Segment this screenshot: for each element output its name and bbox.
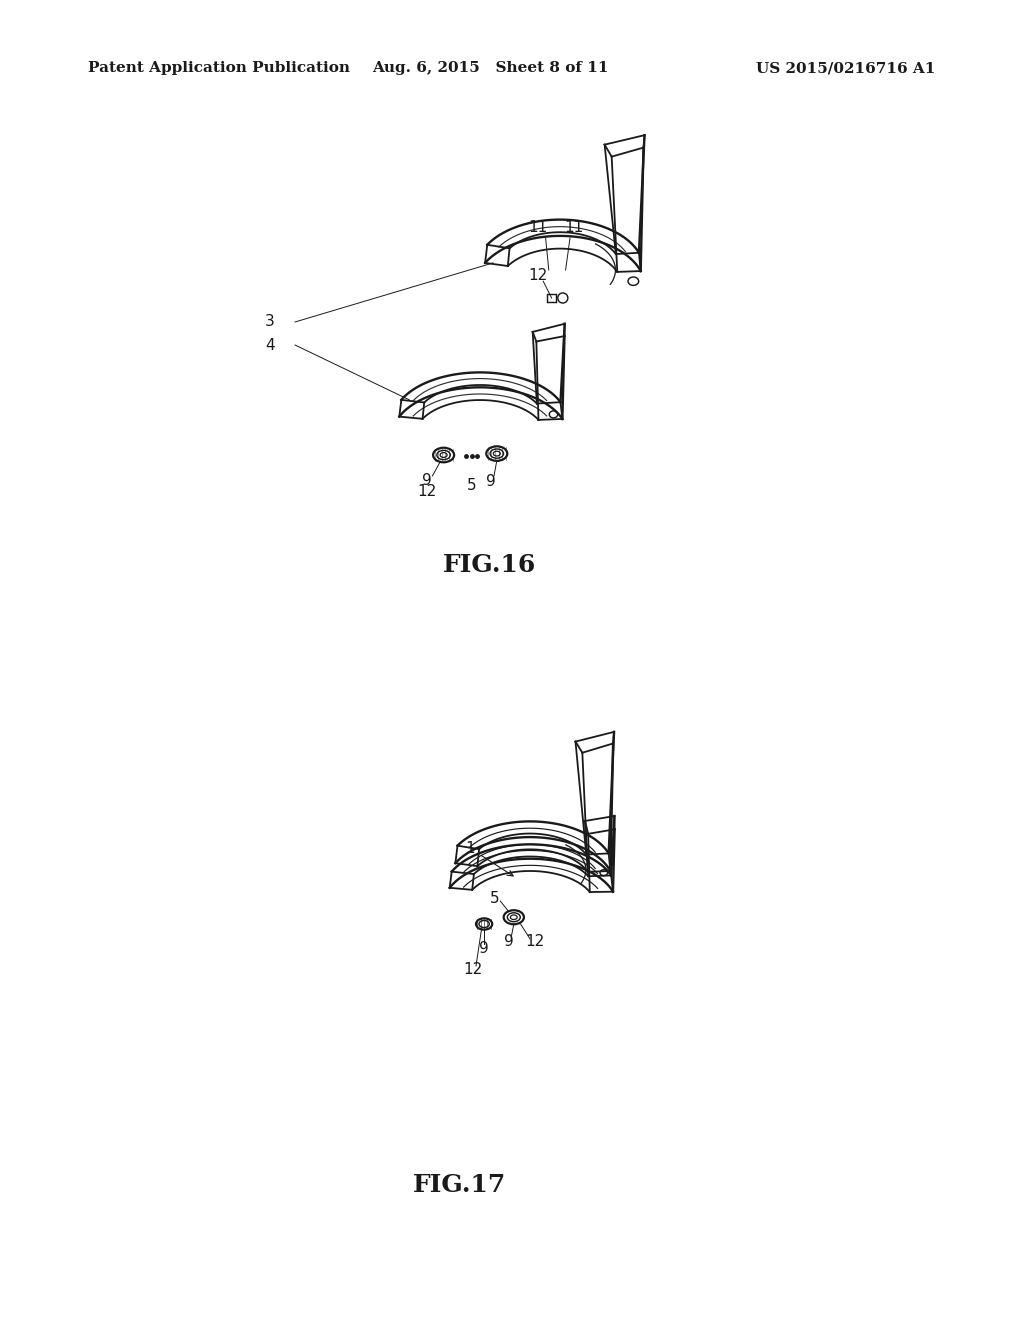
Text: 12: 12: [417, 484, 436, 499]
Text: 11: 11: [564, 220, 584, 235]
Ellipse shape: [504, 911, 524, 924]
Ellipse shape: [476, 919, 493, 929]
Text: 9: 9: [504, 935, 513, 949]
Text: FIG.17: FIG.17: [414, 1173, 507, 1197]
Text: 3: 3: [265, 314, 274, 330]
Text: 11: 11: [528, 220, 547, 235]
Text: 1: 1: [466, 841, 475, 855]
Text: 5: 5: [490, 891, 500, 906]
Text: US 2015/0216716 A1: US 2015/0216716 A1: [756, 61, 935, 75]
Text: 12: 12: [525, 935, 545, 949]
Text: Aug. 6, 2015   Sheet 8 of 11: Aug. 6, 2015 Sheet 8 of 11: [372, 61, 608, 75]
Text: Patent Application Publication: Patent Application Publication: [88, 61, 350, 75]
Ellipse shape: [433, 447, 454, 462]
Text: 9: 9: [422, 473, 432, 487]
Text: 12: 12: [464, 962, 483, 977]
Text: 4: 4: [265, 338, 274, 352]
Text: 12: 12: [528, 268, 547, 282]
Text: FIG.16: FIG.16: [443, 553, 537, 577]
Text: 9: 9: [479, 941, 489, 956]
Text: 5: 5: [467, 478, 476, 494]
Text: 9: 9: [486, 474, 496, 490]
Ellipse shape: [486, 446, 507, 461]
